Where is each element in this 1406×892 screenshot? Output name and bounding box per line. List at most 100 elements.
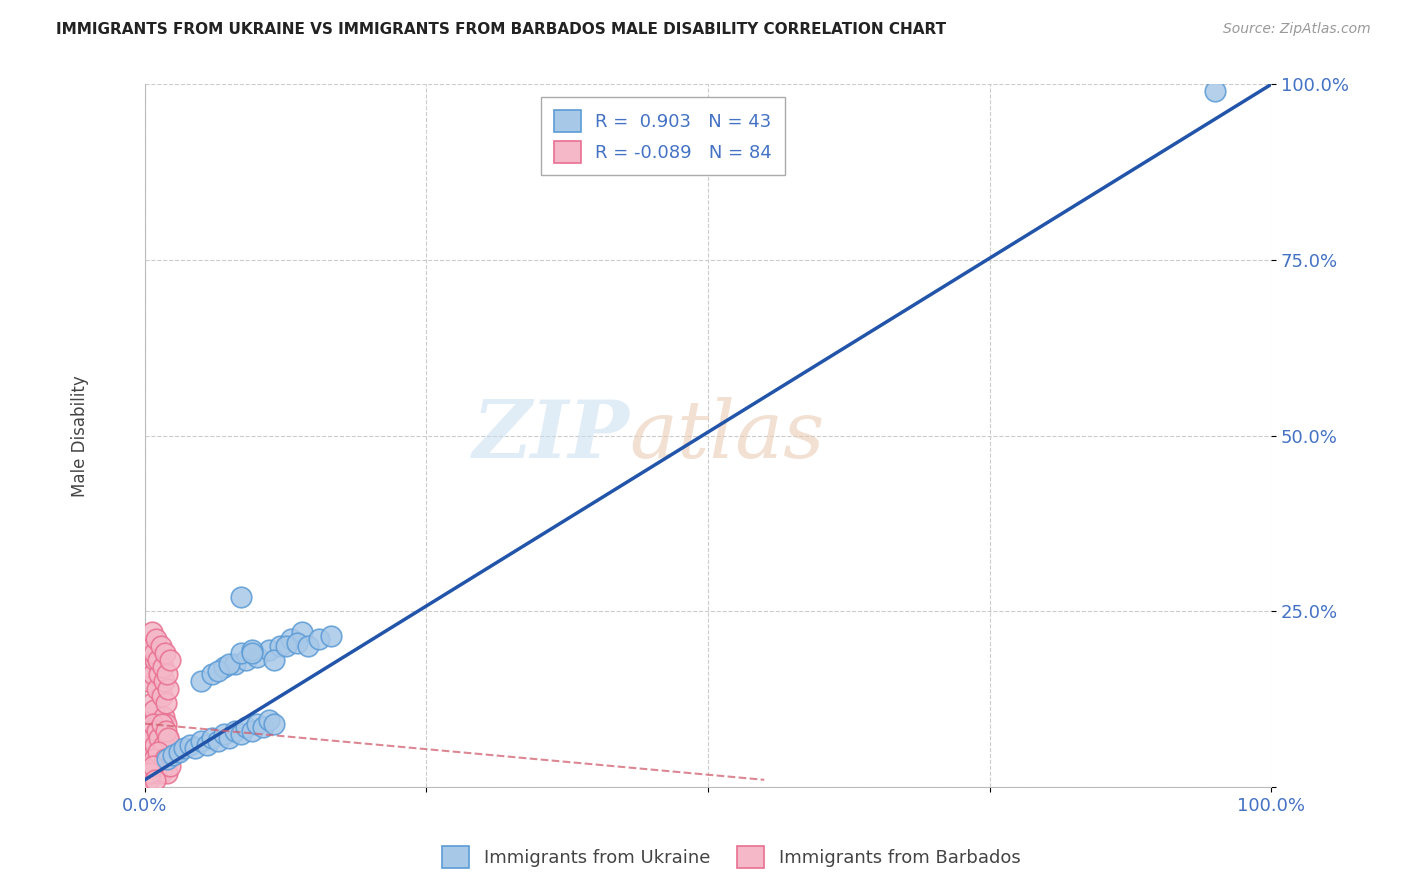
Point <box>152 738 174 752</box>
Point <box>143 731 166 745</box>
Text: Source: ZipAtlas.com: Source: ZipAtlas.com <box>1223 22 1371 37</box>
Point <box>142 752 165 766</box>
Point <box>319 629 342 643</box>
Point <box>146 681 169 696</box>
Point <box>190 734 212 748</box>
Point <box>138 723 160 738</box>
Point <box>142 745 165 759</box>
Point <box>153 758 176 772</box>
Point <box>156 745 179 759</box>
Point <box>152 758 174 772</box>
Point <box>142 716 165 731</box>
Point <box>280 632 302 647</box>
Point <box>136 765 159 780</box>
Point <box>149 745 172 759</box>
Point <box>143 738 166 752</box>
Point <box>201 731 224 745</box>
Point <box>274 640 297 654</box>
Point <box>142 702 165 716</box>
Legend: Immigrants from Ukraine, Immigrants from Barbados: Immigrants from Ukraine, Immigrants from… <box>432 835 1031 879</box>
Point <box>145 758 167 772</box>
Point <box>179 738 201 752</box>
Point <box>155 716 177 731</box>
Point <box>155 745 177 759</box>
Point <box>152 758 174 772</box>
Point <box>148 731 170 745</box>
Point <box>136 772 159 787</box>
Point <box>148 667 170 681</box>
Point <box>143 758 166 772</box>
Point <box>153 752 176 766</box>
Point <box>138 758 160 772</box>
Point <box>235 653 257 667</box>
Point <box>155 723 177 738</box>
Point <box>157 752 180 766</box>
Point <box>139 731 162 745</box>
Point <box>136 738 159 752</box>
Point <box>149 640 172 654</box>
Point <box>167 745 190 759</box>
Point <box>148 653 170 667</box>
Point <box>148 745 170 759</box>
Point <box>141 765 163 780</box>
Point <box>153 674 176 689</box>
Point <box>142 646 165 660</box>
Point <box>139 709 162 723</box>
Point <box>139 765 162 780</box>
Point <box>150 716 173 731</box>
Point <box>153 731 176 745</box>
Point <box>157 731 180 745</box>
Point <box>195 738 218 752</box>
Point <box>148 731 170 745</box>
Point <box>240 723 263 738</box>
Point <box>153 646 176 660</box>
Point <box>257 643 280 657</box>
Point <box>136 723 159 738</box>
Point <box>212 727 235 741</box>
Point <box>212 660 235 674</box>
Point <box>207 734 229 748</box>
Text: atlas: atlas <box>628 397 824 475</box>
Point <box>145 632 167 647</box>
Point <box>153 738 176 752</box>
Point <box>297 640 319 654</box>
Point <box>153 752 176 766</box>
Point <box>157 681 180 696</box>
Point <box>229 646 252 660</box>
Point <box>138 640 160 654</box>
Point <box>1204 85 1226 99</box>
Point <box>150 723 173 738</box>
Point <box>136 674 159 689</box>
Point <box>148 752 170 766</box>
Point <box>152 660 174 674</box>
Point <box>201 667 224 681</box>
Point <box>156 765 179 780</box>
Point <box>285 636 308 650</box>
Point <box>141 625 163 640</box>
Point <box>173 741 195 756</box>
Point <box>162 748 184 763</box>
Point <box>229 590 252 604</box>
Point <box>141 752 163 766</box>
Point <box>159 758 181 772</box>
Point <box>190 674 212 689</box>
Point <box>150 689 173 703</box>
Point <box>149 745 172 759</box>
Point <box>141 696 163 710</box>
Point <box>308 632 330 647</box>
Point <box>263 716 285 731</box>
Point <box>136 752 159 766</box>
Y-axis label: Male Disability: Male Disability <box>72 375 89 497</box>
Point <box>148 716 170 731</box>
Point <box>218 731 240 745</box>
Point <box>156 752 179 766</box>
Point <box>145 723 167 738</box>
Point <box>246 716 269 731</box>
Point <box>224 723 246 738</box>
Point <box>229 727 252 741</box>
Point <box>291 625 314 640</box>
Point <box>143 772 166 787</box>
Point <box>153 709 176 723</box>
Point <box>148 752 170 766</box>
Point <box>139 660 162 674</box>
